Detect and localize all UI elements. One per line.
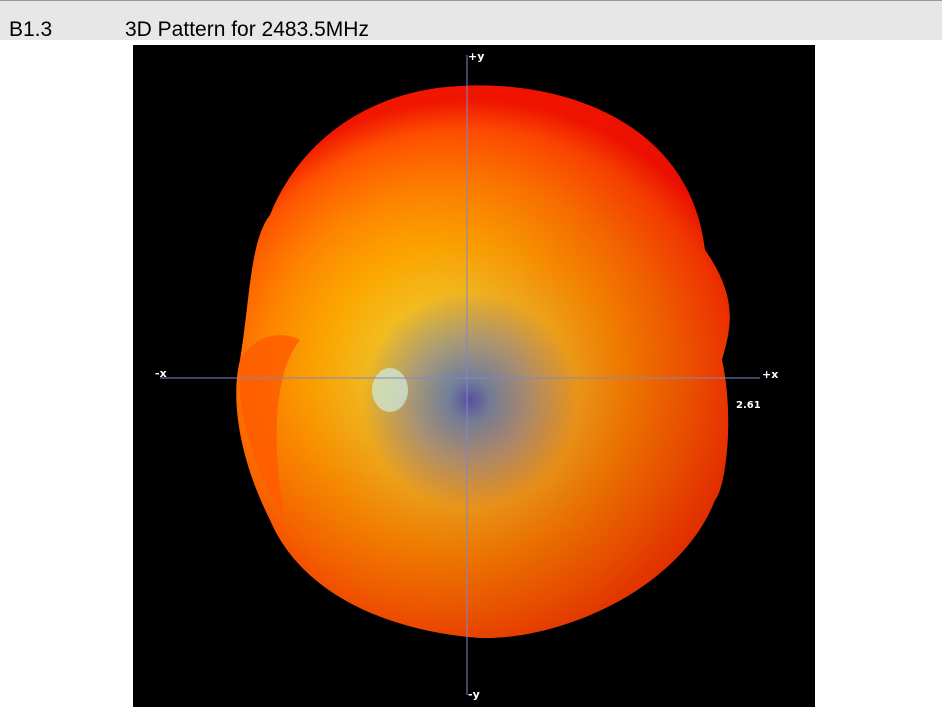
section-header: B1.3 3D Pattern for 2483.5MHz xyxy=(0,0,942,40)
axis-label: -y xyxy=(468,688,480,701)
null-spot xyxy=(372,368,408,412)
pattern-shading xyxy=(236,85,729,638)
annotation: 2.61 xyxy=(736,400,761,411)
axis-label: +x xyxy=(762,368,778,381)
section-number: B1.3 xyxy=(9,18,52,42)
page: {"header": {"section": "B1.3", "title": … xyxy=(0,0,942,707)
pattern-figure: +y -x +x -y 2.61 xyxy=(133,45,815,707)
section-title: 3D Pattern for 2483.5MHz xyxy=(125,18,369,42)
axis-label: -x xyxy=(155,367,167,380)
axis-label: +y xyxy=(468,50,484,63)
